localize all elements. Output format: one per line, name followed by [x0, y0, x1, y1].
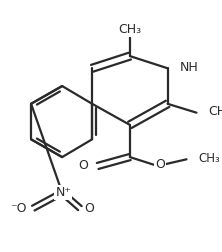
Text: O: O — [84, 202, 94, 215]
Text: CH₃: CH₃ — [118, 23, 141, 36]
Text: ⁻O: ⁻O — [10, 202, 27, 215]
Text: NH: NH — [180, 61, 198, 74]
Text: N⁺: N⁺ — [55, 186, 71, 199]
Text: O: O — [155, 158, 165, 171]
Text: CH₃: CH₃ — [209, 105, 222, 118]
Text: CH₃: CH₃ — [199, 152, 220, 165]
Text: O: O — [78, 160, 88, 172]
